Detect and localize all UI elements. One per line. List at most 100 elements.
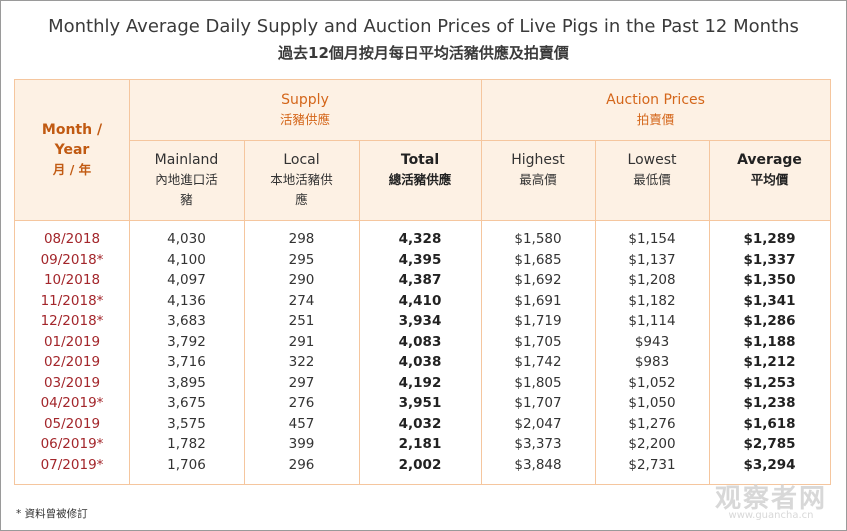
total-header: Total 總活豬供應 (388, 152, 452, 187)
table-cell: $3,373 (514, 436, 562, 452)
table-cell: $1,618 (743, 415, 796, 432)
table-cell: $1,719 (514, 313, 562, 329)
table-cell: $1,692 (514, 272, 562, 288)
table-cell: $1,341 (743, 292, 796, 309)
table-cell: $1,289 (743, 231, 796, 247)
table-cell: 274 (288, 292, 315, 309)
divider (244, 140, 245, 484)
table-cell: 1,706 (167, 456, 206, 473)
table-cell: $1,685 (514, 251, 562, 268)
table-cell: 10/2018 (43, 272, 101, 288)
table-cell: $943 (634, 333, 670, 350)
divider (15, 220, 830, 221)
month-column: 08/2018 09/2018* 10/2018 11/2018* 12/201… (15, 229, 129, 475)
table-cell: $1,286 (743, 313, 796, 329)
page-title: Monthly Average Daily Supply and Auction… (48, 16, 799, 37)
local-header: Local 本地活豬供 應 (270, 152, 333, 207)
total-column: 4,328 4,395 4,387 4,410 3,934 4,083 4,03… (359, 229, 481, 475)
table-cell: 4,328 (398, 231, 442, 247)
table-cell: 297 (288, 374, 315, 391)
table-cell: 322 (288, 354, 315, 370)
divider (481, 80, 482, 484)
table-cell: 3,792 (167, 333, 206, 350)
table-cell: 251 (288, 313, 315, 329)
divider (709, 140, 710, 484)
table-cell: 07/2019* (40, 456, 104, 473)
table-cell: 295 (288, 251, 315, 268)
table-cell: 08/2018 (43, 231, 101, 247)
table-cell: 4,032 (398, 415, 442, 432)
watermark-url: www.guancha.cn (728, 510, 814, 521)
table-cell: 09/2018* (40, 251, 104, 268)
table-cell: $1,691 (514, 292, 562, 309)
table-cell: $1,114 (628, 313, 676, 329)
table-cell: $1,208 (628, 272, 676, 288)
table-cell: 3,895 (167, 374, 206, 391)
table-cell: 290 (288, 272, 315, 288)
supply-group-header: Supply 活豬供應 (279, 92, 330, 127)
table-cell: 04/2019* (40, 395, 104, 411)
table-cell: 4,038 (398, 354, 442, 370)
table-cell: $1,050 (628, 395, 676, 411)
mainland-header: Mainland 內地進口活 豬 (154, 152, 219, 207)
table-cell: 4,192 (398, 374, 442, 391)
divider (129, 80, 130, 484)
table-cell: $2,731 (628, 456, 676, 473)
table-cell: 02/2019 (43, 354, 101, 370)
table-cell: $1,276 (628, 415, 676, 432)
table-cell: 4,387 (398, 272, 442, 288)
table-cell: $1,337 (743, 251, 796, 268)
table-cell: 457 (288, 415, 315, 432)
table-cell: 06/2019* (40, 436, 104, 452)
table-body-background (15, 220, 830, 484)
highest-column: $1,580 $1,685 $1,692 $1,691 $1,719 $1,70… (481, 229, 595, 475)
table-cell: $1,805 (514, 374, 562, 391)
table-cell: $1,182 (628, 292, 676, 309)
table-cell: $1,188 (743, 333, 796, 350)
table-cell: $1,052 (628, 374, 676, 391)
lowest-header: Lowest 最低價 (627, 152, 677, 187)
table-cell: 3,934 (398, 313, 442, 329)
table-cell: $1,137 (628, 251, 676, 268)
table-cell: 12/2018* (40, 313, 104, 329)
divider (359, 140, 360, 484)
table-cell: 01/2019 (43, 333, 101, 350)
footnote: * 資料曾被修訂 (16, 508, 88, 520)
table-cell: $3,294 (743, 456, 796, 473)
mainland-column: 4,030 4,100 4,097 4,136 3,683 3,792 3,71… (129, 229, 244, 475)
table-cell: 4,410 (398, 292, 442, 309)
table-header-background (15, 80, 830, 220)
table-cell: 298 (288, 231, 315, 247)
table-cell: 05/2019 (43, 415, 101, 432)
divider (129, 140, 830, 141)
table-cell: 4,136 (167, 292, 206, 309)
table-cell: 4,100 (167, 251, 206, 268)
page-subtitle: 過去12個月按月每日平均活豬供應及拍賣價 (278, 44, 569, 62)
watermark-logo: 观察者网 (714, 484, 827, 514)
lowest-column: $1,154 $1,137 $1,208 $1,182 $1,114 $943 … (595, 229, 709, 475)
table-cell: 291 (288, 333, 315, 350)
table-cell: 1,782 (167, 436, 206, 452)
table-cell: 2,002 (398, 456, 442, 473)
table-cell: 3,683 (167, 313, 206, 329)
table-cell: 399 (288, 436, 315, 452)
table-cell: $2,785 (743, 436, 796, 452)
table-cell: $1,742 (514, 354, 562, 370)
table-cell: 3,716 (167, 354, 206, 370)
table-cell: $1,253 (743, 374, 796, 391)
table-cell: 296 (288, 456, 315, 473)
table-cell: $3,848 (514, 456, 562, 473)
table-cell: $983 (634, 354, 670, 370)
table-cell: 3,575 (167, 415, 206, 432)
table-cell: $1,705 (514, 333, 562, 350)
local-column: 298 295 290 274 251 291 322 297 276 457 … (244, 229, 359, 475)
table-cell: $1,154 (628, 231, 676, 247)
table-cell: $1,350 (743, 272, 796, 288)
table-cell: $1,580 (514, 231, 562, 247)
table-cell: $2,200 (628, 436, 676, 452)
table-cell: $1,707 (514, 395, 562, 411)
table-cell: $1,212 (743, 354, 796, 370)
table-cell: 11/2018* (40, 292, 104, 309)
divider (595, 140, 596, 484)
table-cell: $1,238 (743, 395, 796, 411)
